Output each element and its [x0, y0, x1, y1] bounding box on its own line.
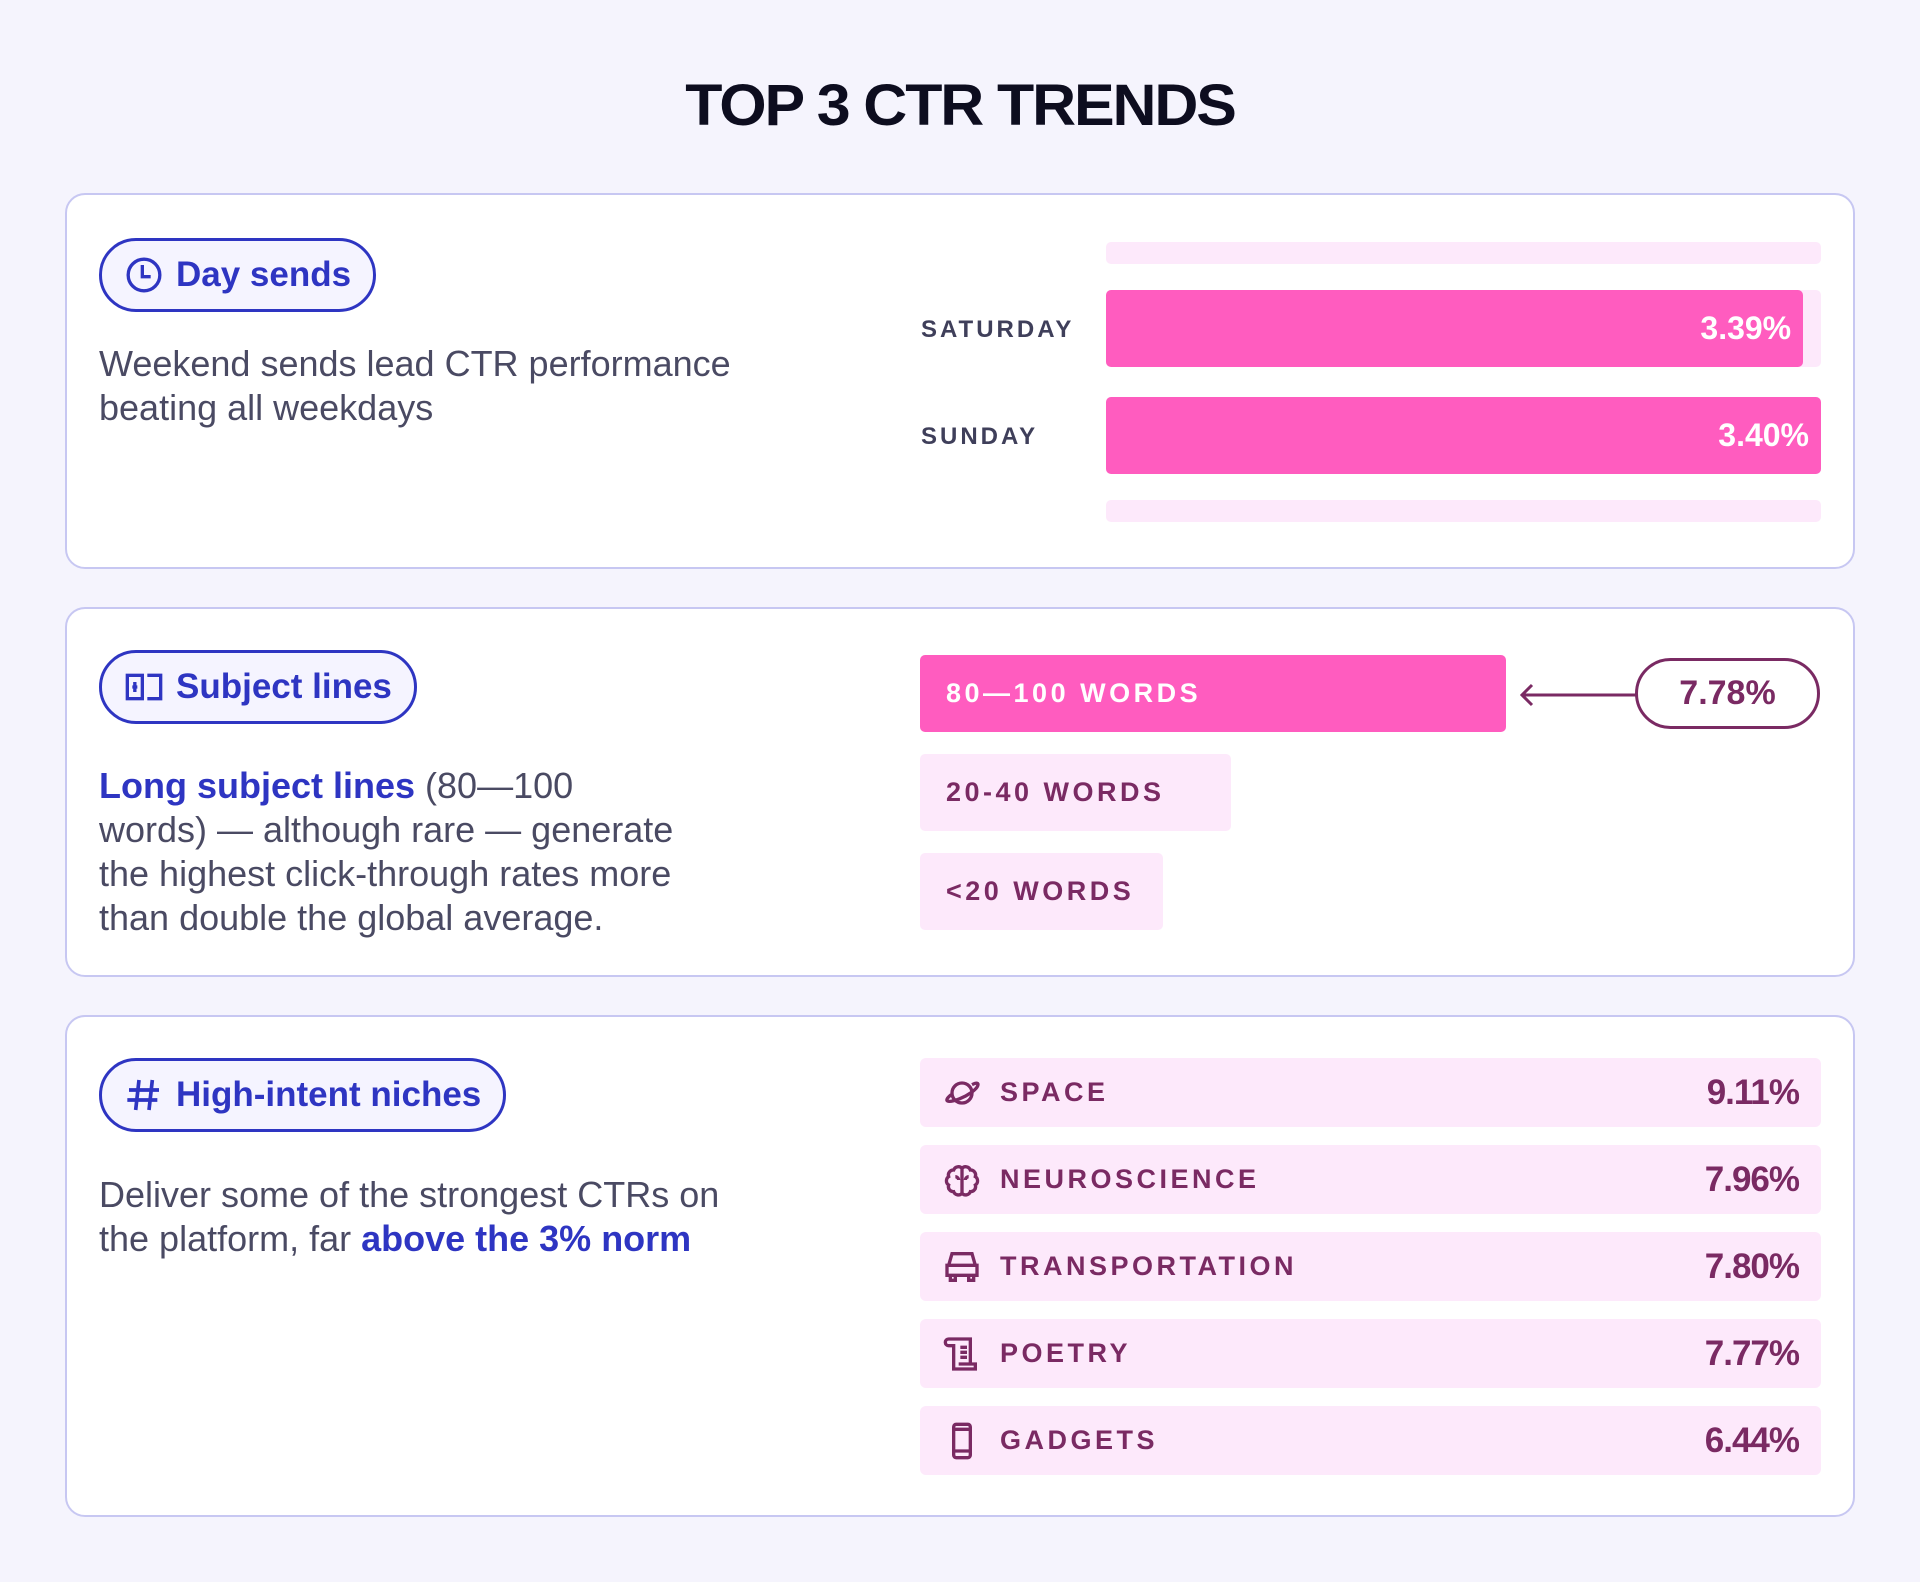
niches-pill-label: High-intent niches: [176, 1075, 482, 1114]
desc-rest: (80—100 words) — although rare — generat…: [99, 765, 674, 938]
desc-highlight: Long subject lines: [99, 765, 416, 806]
niche-row-transportation: TRANSPORTATION 7.80%: [920, 1232, 1821, 1301]
subject-lines-pill-label: Subject lines: [176, 667, 392, 706]
niche-value: 7.80%: [1704, 1246, 1800, 1286]
bar-label: 20-40 WORDS: [946, 777, 1165, 807]
clock-icon: [126, 257, 162, 293]
bar-track-placeholder: [1106, 242, 1821, 264]
page-title: TOP 3 CTR TRENDS: [685, 73, 1237, 138]
niche-label: SPACE: [1000, 1077, 1109, 1107]
car-icon: [945, 1251, 979, 1282]
subject-lines-pill: Subject lines: [99, 650, 417, 724]
niche-value: 6.44%: [1704, 1420, 1800, 1460]
bar-track-placeholder: [1106, 500, 1821, 522]
niche-label: NEUROSCIENCE: [1000, 1164, 1260, 1194]
day-sends-description: Weekend sends lead CTR performance beati…: [99, 343, 731, 428]
niche-label: TRANSPORTATION: [1000, 1251, 1297, 1281]
bar-label: 80—100 WORDS: [946, 678, 1202, 708]
arrow-left-icon: [1519, 683, 1636, 707]
niche-row-neuroscience: NEUROSCIENCE 7.96%: [920, 1145, 1821, 1214]
bar-value-label: 3.39%: [1700, 310, 1792, 346]
bar-category-label: SATURDAY: [921, 316, 1075, 343]
phone-icon: [952, 1422, 972, 1459]
niche-value: 7.77%: [1704, 1333, 1800, 1373]
niche-row-gadgets: GADGETS 6.44%: [920, 1406, 1821, 1475]
words-bar-80-100: 80—100 WORDS: [920, 655, 1506, 732]
planet-icon: [945, 1080, 980, 1105]
bar-value-label: 3.40%: [1718, 417, 1809, 453]
hash-icon: [127, 1079, 159, 1111]
brain-icon: [944, 1164, 980, 1197]
niche-value: 9.11%: [1706, 1072, 1800, 1112]
niche-row-poetry: POETRY 7.77%: [920, 1319, 1821, 1388]
desc-start: Deliver some of the strongest CTRs on th…: [99, 1174, 720, 1259]
bar-sunday: 3.40%: [1106, 397, 1821, 474]
bar-category-label: SUNDAY: [921, 423, 1039, 450]
niche-label: GADGETS: [1000, 1425, 1159, 1455]
niche-row-space: SPACE 9.11%: [920, 1058, 1821, 1127]
bar-saturday: 3.39%: [1106, 290, 1804, 367]
day-sends-pill-label: Day sends: [176, 255, 352, 294]
subject-icon: [125, 673, 163, 701]
subject-lines-description: Long subject lines (80—100 words) — alth…: [99, 764, 689, 940]
desc-highlight: above the 3% norm: [361, 1218, 692, 1259]
niches-description: Deliver some of the strongest CTRs on th…: [99, 1173, 739, 1261]
words-bar-under-20: <20 WORDS: [920, 853, 1163, 930]
bar-label: <20 WORDS: [946, 876, 1135, 906]
value-callout: 7.78%: [1635, 658, 1820, 729]
scroll-icon: [943, 1336, 977, 1371]
words-bar-20-40: 20-40 WORDS: [920, 754, 1231, 831]
bar-track: 3.39%: [1106, 290, 1821, 367]
niche-label: POETRY: [1000, 1338, 1132, 1368]
bar-track: 3.40%: [1106, 397, 1821, 474]
niches-pill: High-intent niches: [99, 1058, 507, 1132]
niche-value: 7.96%: [1704, 1159, 1800, 1199]
day-sends-pill: Day sends: [99, 238, 377, 312]
